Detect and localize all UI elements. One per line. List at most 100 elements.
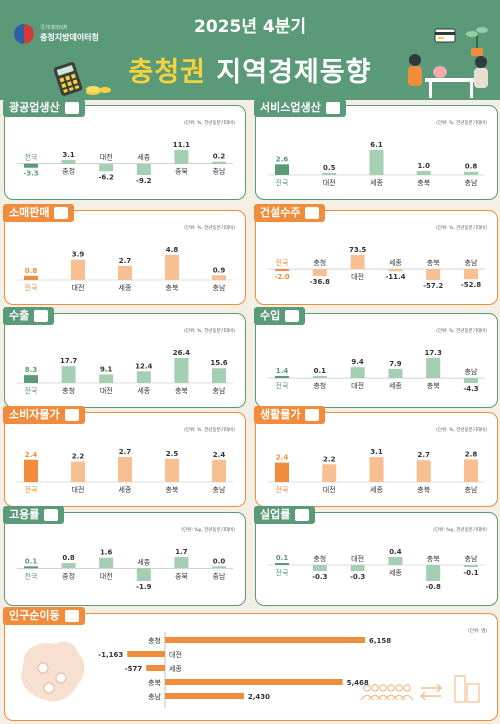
panel-bar-chart: 1.4 전국 0.1 충청 9.4 대전 7.9 세종 17.3 충북 -4.3 충남 <box>268 349 485 393</box>
population-value-label: -577 <box>125 665 143 673</box>
panel-indicator: 수출 (단위: %, 전년동분기대비) 8.3 전국 17.7 충청 9.1 대전 12.4 세종… <box>3 307 246 408</box>
region-label: 충청 <box>148 636 161 645</box>
bar-value-label: 2.5 <box>166 450 179 458</box>
bar-value-label: -57.2 <box>423 282 443 290</box>
bar-value-label: 1.4 <box>276 367 289 375</box>
person-head <box>403 684 411 692</box>
category-label: 세종 <box>137 153 150 162</box>
building-block <box>454 675 466 703</box>
category-label: 충청 <box>62 167 75 176</box>
population-bar <box>165 679 343 685</box>
category-label: 대전 <box>100 386 113 395</box>
data-bar <box>212 459 226 482</box>
bar-value-label: 17.7 <box>60 357 77 365</box>
category-label: 충청 <box>313 381 326 390</box>
bar-value-label: 17.3 <box>425 349 442 357</box>
category-label: 충북 <box>175 167 188 176</box>
panel-title: 생활물가 <box>254 406 326 424</box>
data-bar <box>165 458 179 482</box>
report-period: 2025년 4분기 <box>194 17 306 37</box>
bar-value-label: -0.1 <box>463 569 478 577</box>
data-bar <box>464 171 478 175</box>
data-bar <box>61 563 76 569</box>
data-bar <box>24 459 38 482</box>
data-bar <box>275 563 289 565</box>
bar-value-label: 0.8 <box>25 267 38 275</box>
category-label: 세종 <box>389 258 402 267</box>
panel-indicator: 수입 (단위: %, 전년동분기대비) 1.4 전국 0.1 충청 9.4 대전 7.9 세종 17… <box>254 307 498 408</box>
unemployed-icon <box>295 509 310 521</box>
category-label: 충청 <box>62 386 75 395</box>
calculator-icon <box>53 62 83 96</box>
bar-value-label: 2.7 <box>119 257 132 265</box>
bar-value-label: 15.6 <box>210 359 227 367</box>
panel-indicator: 생활물가 (단위: %, 전년동분기대비) 2.4 전국 2.2 대전 3.1 세종 2.7 충북… <box>254 406 498 507</box>
panel-title: 실업률 <box>254 506 316 524</box>
data-bar <box>212 566 226 569</box>
bar-value-label: 26.4 <box>173 349 190 357</box>
category-label: 충남 <box>213 571 226 580</box>
bar-value-label: 1.0 <box>418 162 431 170</box>
bar-value-label: 0.1 <box>314 367 327 375</box>
data-bar <box>416 460 431 482</box>
panel-title: 광공업생산 <box>3 99 85 117</box>
data-bar <box>426 358 441 379</box>
category-label: 대전 <box>351 381 364 390</box>
data-bar <box>464 269 478 280</box>
panel-unit: (단위: 명) <box>468 629 487 634</box>
population-chart: 충청 6,158 대전 -1,163 세종 -577 충북 5,468 충남 2,430 <box>21 632 480 708</box>
bar-value-label: 2.4 <box>276 454 289 462</box>
bar-value-label: 2.4 <box>213 451 226 459</box>
panel-title: 소비자물가 <box>3 406 85 424</box>
panel-unit: (단위: %, 전년동분기대비) <box>436 428 487 433</box>
crowd-icon <box>360 684 414 701</box>
store-icon <box>64 409 79 421</box>
export-truck-icon <box>34 310 49 322</box>
category-label: 대전 <box>323 178 336 187</box>
bar-value-label: 1.7 <box>175 548 188 556</box>
data-bar <box>118 457 132 482</box>
data-bar <box>350 367 365 379</box>
building-icon <box>454 675 480 703</box>
bar-value-label: 1.6 <box>100 549 113 557</box>
bar-value-label: 2.8 <box>465 450 478 458</box>
data-bar <box>99 374 114 383</box>
data-bar <box>24 375 38 383</box>
panel-unit: (단위: %, 전년동분기대비) <box>184 329 235 334</box>
category-label: 충북 <box>175 571 188 580</box>
panel-indicator: 소비자물가 (단위: %, 전년동분기대비) 2.4 전국 2.2 대전 2.7 세종 2.5 충… <box>3 406 246 507</box>
panel-unit: (단위: %, 전년동분기대비) <box>436 226 487 231</box>
panel-indicator: 서비스업생산 (단위: %, 전년동분기대비) 2.6 전국 0.5 대전 6.1 세종 1.0… <box>254 99 498 200</box>
panel-population: 인구순이동 (단위: 명) 충청 6,158 대전 -1,163 세종 -577 충북 5,4… <box>3 607 498 721</box>
panel-bar-chart: 2.6 전국 0.5 대전 6.1 세종 1.0 충북 0.8 충남 <box>268 141 485 187</box>
page-title-highlight: 충청권 <box>128 57 207 88</box>
person-marker <box>55 672 67 684</box>
bar-value-label: -3.3 <box>23 170 38 178</box>
category-label: 전국 <box>276 258 289 267</box>
person-head <box>395 684 403 692</box>
data-bar <box>212 161 226 164</box>
arrow-left-icon <box>420 691 441 701</box>
bar-value-label: 2.2 <box>323 455 336 463</box>
factory-icon <box>64 102 79 114</box>
person-body <box>360 695 374 701</box>
person-marker <box>37 662 49 674</box>
category-label: 전국 <box>25 283 38 292</box>
bar-value-label: -0.8 <box>426 583 441 591</box>
bar-value-label: -36.8 <box>310 278 330 286</box>
bar-value-label: 12.4 <box>135 362 152 370</box>
header-banner: 국가데이터처 충청지방데이터청 2025년 4분기 충청권 지역경제동향 <box>0 0 500 100</box>
import-truck-icon <box>285 310 300 322</box>
category-label: 충북 <box>417 178 430 187</box>
category-label: 충남 <box>213 283 226 292</box>
panel-title: 수입 <box>254 307 306 325</box>
person-body <box>376 695 390 701</box>
data-bar <box>322 464 337 482</box>
page-title-rest: 지역경제동향 <box>206 57 372 88</box>
bar-value-label: -4.3 <box>463 385 478 393</box>
category-label: 충북 <box>417 485 430 494</box>
people-at-table-icon <box>408 54 488 98</box>
bar-value-label: 3.1 <box>62 151 75 159</box>
panel-title: 수출 <box>3 307 55 325</box>
